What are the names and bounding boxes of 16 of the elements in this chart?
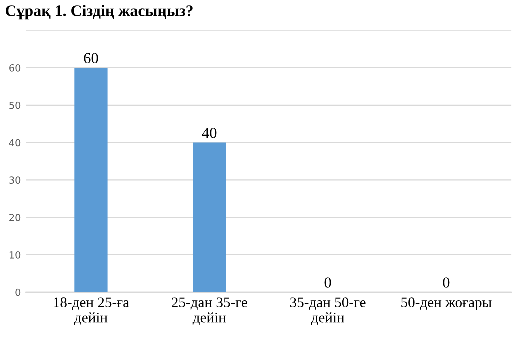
y-tick-label: 50 [10,102,21,110]
chart-title: Сұрақ 1. Сіздің жасыңыз? [6,5,193,20]
y-tick-label: 0 [16,288,21,296]
x-tick-label: 18-ден 25-ға дейін [54,298,130,326]
data-label: 0 [324,278,332,288]
data-label: 60 [84,53,98,64]
x-tick-label: 50-ден жоғары [402,298,492,310]
data-label: 40 [202,128,217,138]
x-tick-label: 35-дан 50-ге дейін [290,298,366,326]
y-tick-label: 30 [10,176,21,184]
y-tick-label: 20 [10,214,21,222]
y-tick-label: 60 [10,64,21,72]
y-tick-label: 40 [9,139,21,147]
x-tick-label: 25-дан 35-ге дейін [172,298,248,326]
data-label: 0 [443,278,450,288]
y-tick-label: 10 [10,251,21,259]
